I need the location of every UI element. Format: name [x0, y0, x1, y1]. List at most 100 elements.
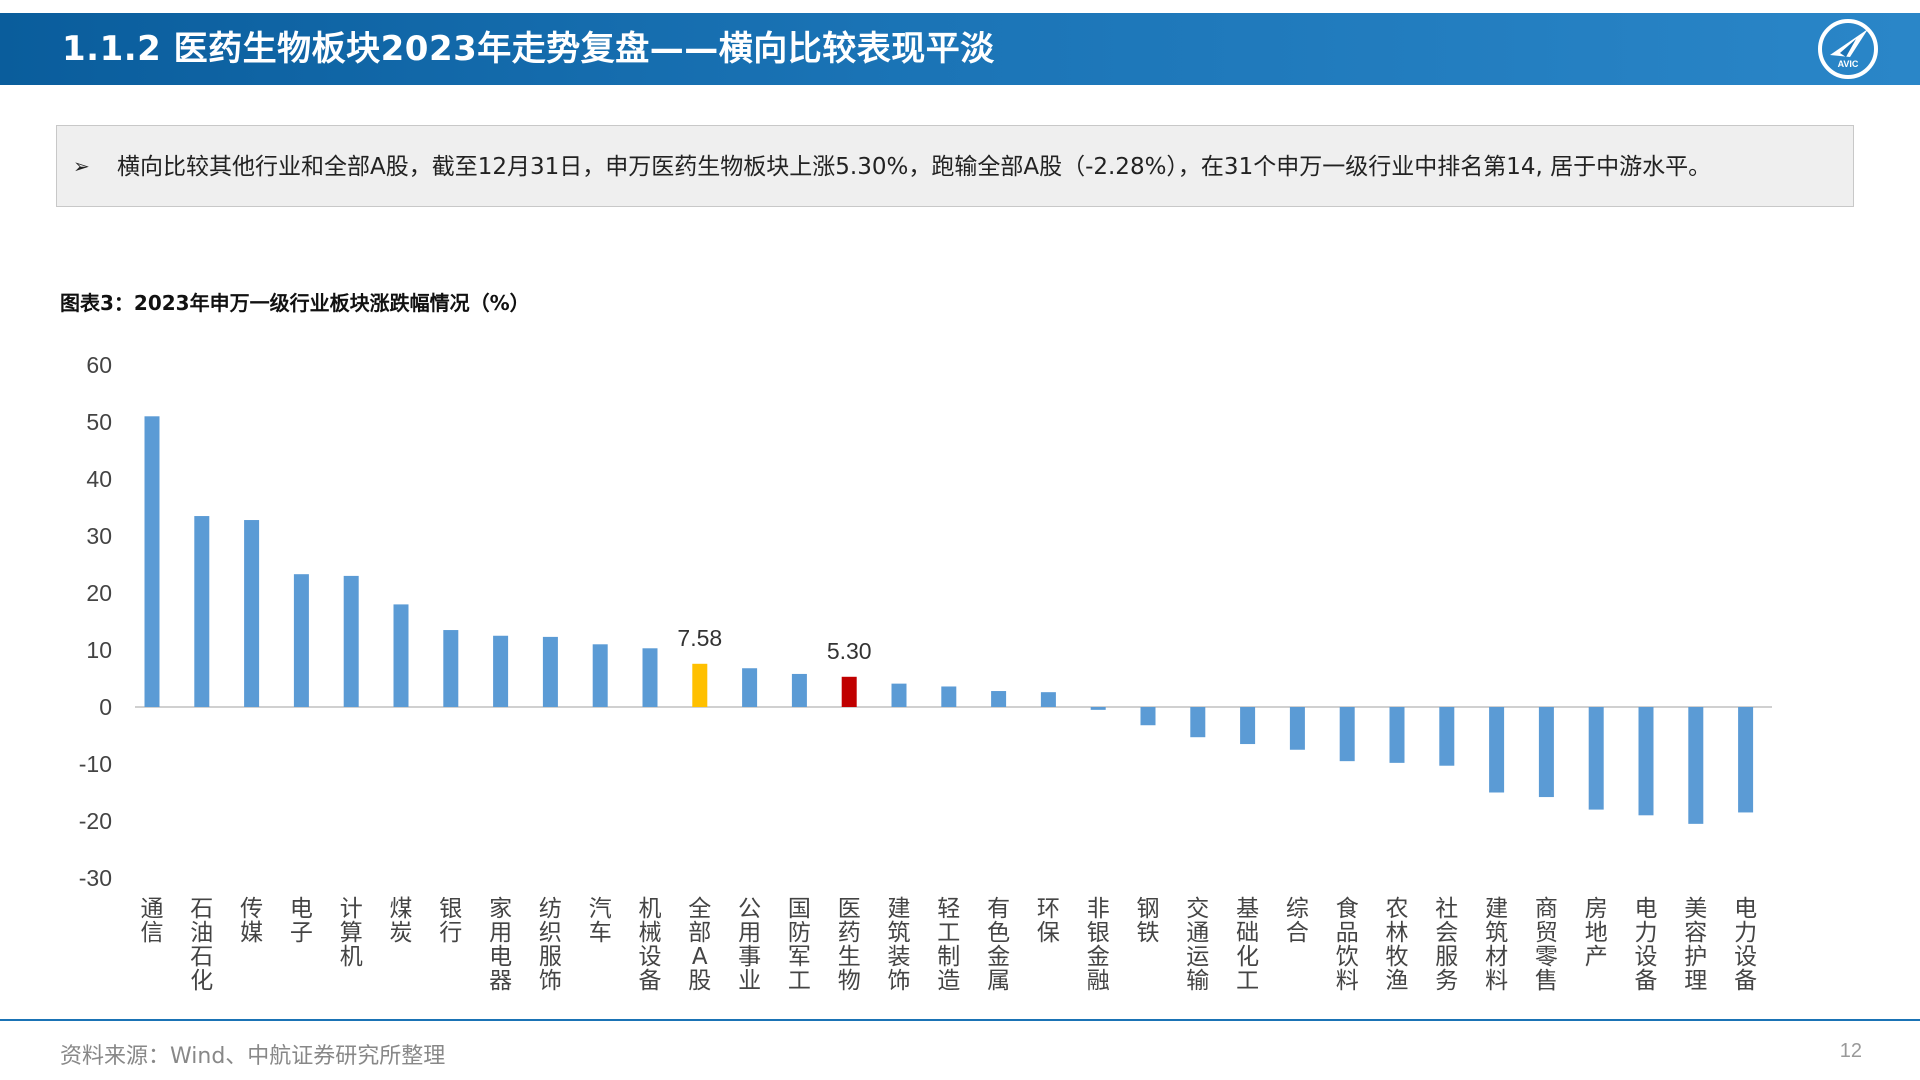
svg-text:基: 基	[1236, 896, 1259, 922]
bar-农林牧渔	[1389, 707, 1405, 763]
y-tick-label: -10	[79, 751, 112, 777]
svg-text:贸: 贸	[1535, 920, 1558, 946]
svg-text:属: 属	[987, 968, 1010, 994]
svg-text:础: 础	[1236, 920, 1259, 946]
svg-text:纺: 纺	[539, 896, 562, 922]
svg-text:建: 建	[1485, 896, 1508, 922]
svg-text:渔: 渔	[1386, 968, 1409, 994]
x-tick-label: 汽车	[589, 896, 612, 946]
svg-text:铁: 铁	[1137, 920, 1160, 946]
bar-交通运输	[1190, 707, 1206, 738]
svg-text:械: 械	[639, 920, 662, 946]
svg-text:运: 运	[1186, 944, 1209, 970]
svg-text:钢: 钢	[1137, 896, 1160, 922]
svg-text:社: 社	[1435, 896, 1458, 922]
x-tick-label: 电子	[290, 896, 313, 946]
svg-text:信: 信	[141, 920, 164, 946]
x-tick-label: 计算机	[340, 896, 363, 970]
source-note: 资料来源：Wind、中航证券研究所整理	[60, 1044, 446, 1069]
bar-电子	[293, 574, 309, 707]
svg-text:融: 融	[1087, 968, 1110, 994]
svg-text:机: 机	[340, 944, 363, 970]
svg-text:煤: 煤	[390, 896, 413, 922]
svg-text:牧: 牧	[1386, 944, 1409, 970]
svg-text:输: 输	[1186, 968, 1209, 994]
bar-美容护理	[1688, 707, 1704, 824]
y-tick-label: 20	[86, 580, 112, 606]
svg-text:会: 会	[1435, 920, 1458, 946]
bar-计算机	[343, 575, 359, 707]
svg-text:材: 材	[1485, 944, 1508, 970]
svg-text:力: 力	[1734, 920, 1757, 946]
svg-text:备: 备	[1635, 968, 1658, 994]
logo-text: AVIC	[1838, 59, 1859, 69]
svg-text:林: 林	[1386, 920, 1409, 946]
svg-text:商: 商	[1535, 896, 1558, 922]
svg-text:石: 石	[190, 896, 213, 922]
bar-医药生物	[841, 676, 857, 707]
summary-box: ➢ 横向比较其他行业和全部A股，截至12月31日，申万医药生物板块上涨5.30%…	[56, 125, 1854, 207]
svg-text:工: 工	[1236, 968, 1259, 994]
svg-text:通: 通	[141, 896, 164, 922]
svg-text:非: 非	[1087, 896, 1110, 922]
bar-纺织服饰	[542, 636, 558, 707]
y-tick-label: 60	[86, 352, 112, 378]
bar-轻工制造	[941, 686, 957, 707]
svg-text:国: 国	[788, 896, 811, 922]
y-tick-label: -30	[79, 865, 112, 891]
svg-text:织: 织	[539, 920, 562, 946]
svg-text:造: 造	[937, 968, 960, 994]
svg-text:电: 电	[1635, 896, 1658, 922]
y-tick-label: 10	[86, 637, 112, 663]
svg-text:车: 车	[589, 920, 612, 946]
data-label: 5.30	[827, 638, 872, 664]
svg-text:电: 电	[489, 944, 512, 970]
x-tick-label: 房地产	[1585, 896, 1608, 970]
svg-text:算: 算	[340, 920, 363, 946]
bar-石油石化	[194, 516, 210, 707]
svg-text:用: 用	[738, 920, 761, 946]
svg-text:交: 交	[1186, 896, 1209, 922]
x-tick-label: 煤炭	[390, 896, 413, 946]
bar-有色金属	[991, 691, 1007, 707]
bar-公用事业	[742, 668, 758, 707]
svg-text:务: 务	[1435, 968, 1458, 994]
svg-text:金: 金	[1087, 944, 1110, 970]
bar-通信	[144, 416, 160, 707]
svg-text:护: 护	[1684, 944, 1707, 970]
footer-divider	[0, 1019, 1920, 1021]
bar-社会服务	[1439, 707, 1455, 766]
svg-text:筑: 筑	[888, 920, 911, 946]
bar-房地产	[1588, 707, 1604, 810]
svg-text:股: 股	[688, 968, 711, 994]
svg-text:行: 行	[439, 920, 462, 946]
svg-text:用: 用	[489, 920, 512, 946]
bar-家用电器	[493, 635, 509, 707]
svg-text:汽: 汽	[589, 896, 612, 922]
bar-商贸零售	[1538, 707, 1554, 798]
bar-机械设备	[642, 648, 658, 707]
svg-text:服: 服	[539, 944, 562, 970]
bar-基础化工	[1240, 707, 1256, 745]
y-tick-label: -20	[79, 808, 112, 834]
x-tick-label: 通信	[141, 896, 164, 946]
header-bar: 1.1.2 医药生物板块2023年走势复盘——横向比较表现平淡 AVIC	[0, 13, 1920, 85]
svg-text:容: 容	[1684, 920, 1707, 946]
svg-text:美: 美	[1684, 896, 1707, 922]
svg-text:轻: 轻	[937, 896, 960, 922]
svg-text:电: 电	[1734, 896, 1757, 922]
svg-text:军: 军	[788, 944, 811, 970]
data-label: 7.58	[677, 625, 722, 651]
bar-煤炭	[393, 604, 409, 707]
x-tick-label: 钢铁	[1137, 896, 1160, 946]
